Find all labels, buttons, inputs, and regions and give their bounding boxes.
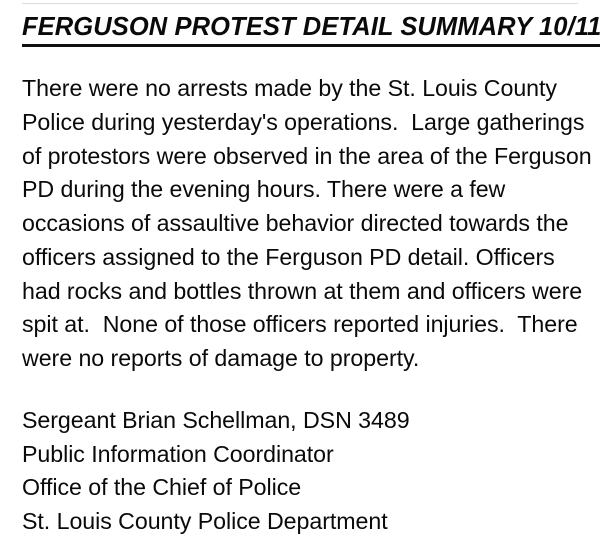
page-title: FERGUSON PROTEST DETAIL SUMMARY 10/11 (22, 12, 600, 48)
signature-agency: St. Louis County Police Department (22, 508, 388, 535)
signature-role: Public Information Coordinator (22, 440, 334, 467)
signature-name: Sergeant Brian Schellman, DSN 3489 (22, 406, 410, 433)
document-content: FERGUSON PROTEST DETAIL SUMMARY 10/11 Th… (22, 12, 600, 539)
signature-block: Sergeant Brian Schellman, DSN 3489 Publi… (22, 404, 592, 539)
signature-office: Office of the Chief of Police (22, 474, 302, 501)
document-page: FERGUSON PROTEST DETAIL SUMMARY 10/11 Th… (22, 3, 600, 535)
top-divider (22, 3, 578, 4)
summary-paragraph: There were no arrests made by the St. Lo… (22, 75, 598, 372)
